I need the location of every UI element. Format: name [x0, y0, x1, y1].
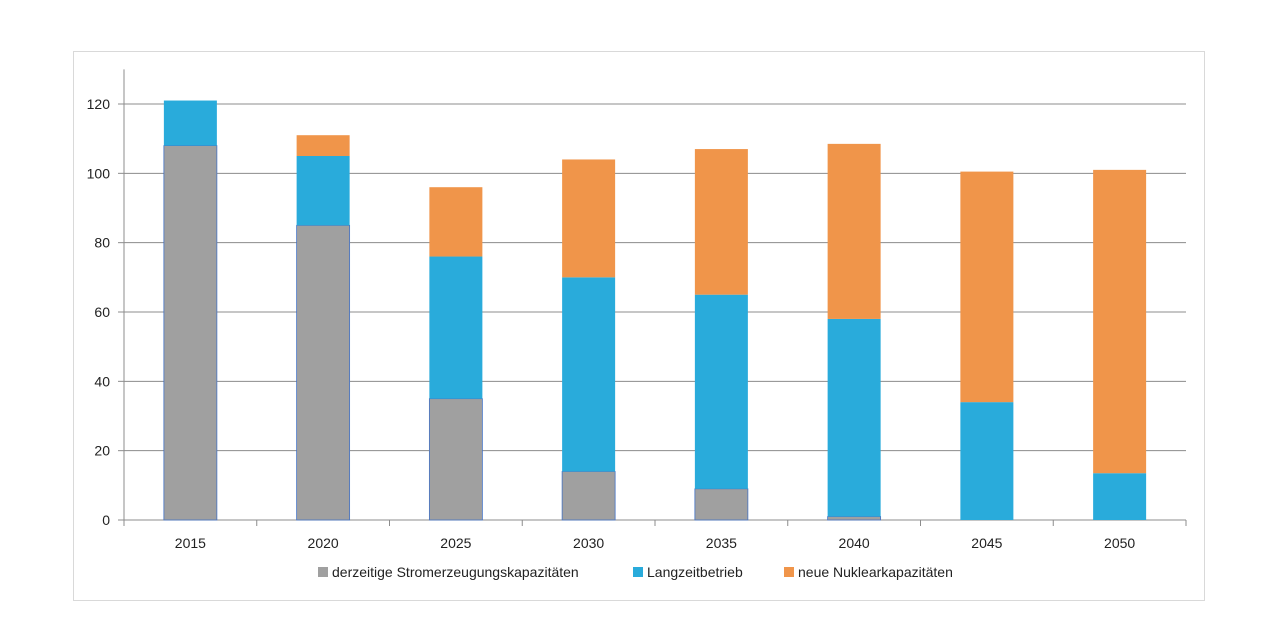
- x-tick-label: 2050: [1104, 535, 1135, 551]
- bar-2040-series-2: [827, 143, 881, 319]
- x-tick-label: 2025: [440, 535, 471, 551]
- bar-2030-series-1: [562, 277, 616, 472]
- bar-2025-series-0: [428, 398, 483, 521]
- bar-2015-series-1: [163, 100, 217, 146]
- gridlines: [124, 103, 1186, 452]
- x-tick-label: 2030: [573, 535, 604, 551]
- legend-swatch-1: [633, 567, 643, 577]
- bars: [163, 100, 1147, 521]
- bar-2050-series-1: [1093, 473, 1147, 520]
- y-tick-labels: 0 20 40 60 80 100 120: [87, 96, 111, 528]
- bar-2020-series-0: [296, 224, 351, 521]
- bar-2045-series-1: [960, 402, 1014, 520]
- y-tick-label: 20: [94, 443, 110, 459]
- legend-label-1: Langzeitbetrieb: [647, 564, 743, 580]
- bar-2035-series-0: [694, 488, 749, 521]
- bar-2020-series-1: [296, 156, 350, 226]
- bar-2025-series-2: [429, 187, 483, 257]
- bar-2035-series-1: [694, 294, 748, 489]
- x-tick-labels: 2015 2020 2025 2030 2035 2040 2045 2050: [175, 535, 1136, 551]
- bar-2035-series-2: [694, 149, 748, 295]
- y-tick-label: 0: [102, 512, 110, 528]
- chart-frame: [73, 51, 1205, 601]
- legend-swatch-2: [784, 567, 794, 577]
- bar-2030-series-0: [561, 471, 616, 521]
- bar-2040-series-1: [827, 318, 881, 517]
- x-tick-label: 2040: [839, 535, 870, 551]
- bar-2045-series-2: [960, 171, 1014, 403]
- legend-label-2: neue Nuklearkapazitäten: [798, 564, 953, 580]
- y-tick-label: 40: [94, 373, 110, 389]
- bar-2030-series-2: [562, 159, 616, 278]
- legend: derzeitige Stromerzeugungskapazitäten Lan…: [318, 564, 953, 580]
- y-tick-label: 60: [94, 304, 110, 320]
- x-tick-label: 2035: [706, 535, 737, 551]
- bar-2040-series-0: [827, 516, 882, 521]
- axes: [118, 69, 1187, 526]
- y-tick-label: 100: [87, 165, 111, 181]
- bar-2050-series-2: [1093, 169, 1147, 474]
- x-tick-label: 2020: [308, 535, 339, 551]
- x-tick-label: 2015: [175, 535, 206, 551]
- y-tick-label: 120: [87, 96, 111, 112]
- legend-swatch-0: [318, 567, 328, 577]
- bar-2015-series-0: [163, 145, 218, 521]
- bar-2025-series-1: [429, 256, 483, 399]
- y-tick-label: 80: [94, 235, 110, 251]
- legend-label-0: derzeitige Stromerzeugungskapazitäten: [332, 564, 579, 580]
- bar-2020-series-2: [296, 135, 350, 156]
- x-tick-label: 2045: [971, 535, 1002, 551]
